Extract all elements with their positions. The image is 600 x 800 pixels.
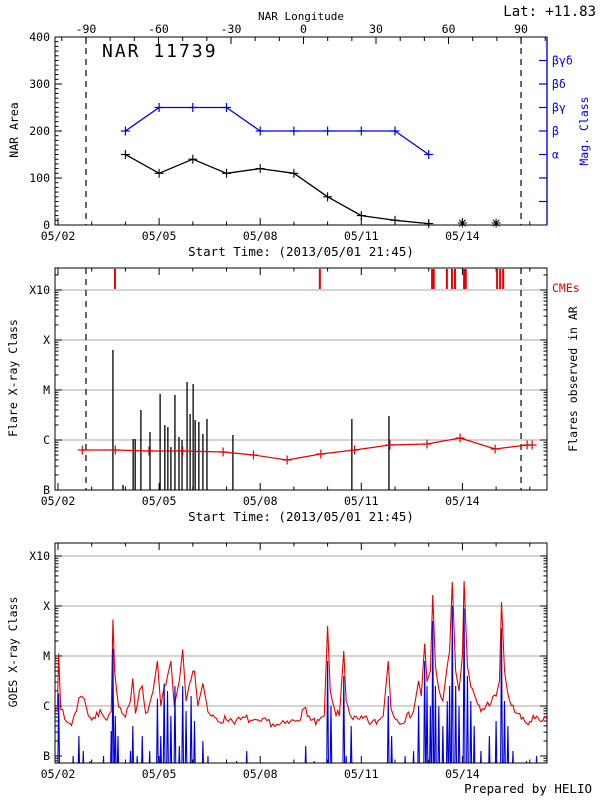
svg-text:05/02: 05/02: [41, 494, 76, 508]
svg-text:300: 300: [29, 77, 50, 91]
svg-text:05/02: 05/02: [41, 229, 76, 243]
svg-text:05/11: 05/11: [344, 767, 379, 781]
svg-text:0: 0: [300, 22, 307, 36]
svg-text:05/11: 05/11: [344, 494, 379, 508]
svg-text:B: B: [43, 749, 50, 763]
limb-crossing-lines: [85, 37, 522, 490]
svg-text:βγδ: βγδ: [552, 54, 573, 68]
svg-text:05/08: 05/08: [243, 494, 278, 508]
panel-borders: [54, 36, 548, 764]
svg-text:400: 400: [29, 30, 50, 44]
svg-text:05/14: 05/14: [445, 494, 480, 508]
svg-text:βδ: βδ: [552, 77, 566, 91]
mag-class-series: [120, 103, 434, 159]
svg-text:-90: -90: [76, 22, 97, 36]
goes-long-series: [55, 580, 547, 729]
svg-text:β: β: [552, 124, 559, 138]
svg-text:100: 100: [29, 171, 50, 185]
svg-text:M: M: [43, 383, 50, 397]
svg-text:05/14: 05/14: [445, 767, 480, 781]
svg-text:C: C: [43, 699, 50, 713]
start-time-label-middle: Start Time: (2013/05/01 21:45): [188, 509, 414, 524]
right-axis-title-flares-observed: Flares observed in AR: [566, 306, 580, 452]
svg-text:05/08: 05/08: [243, 229, 278, 243]
svg-text:05/11: 05/11: [344, 229, 379, 243]
goes-short-series: [57, 605, 538, 763]
start-time-label-top: Start Time: (2013/05/01 21:45): [188, 244, 414, 259]
y-axis-title-goes-class: GOES X-ray Class: [6, 596, 20, 708]
svg-text:05/02: 05/02: [41, 767, 76, 781]
flare-background-line: [77, 433, 537, 465]
cme-ticks: [113, 269, 505, 289]
svg-text:05/05: 05/05: [142, 229, 177, 243]
svg-text:05/05: 05/05: [142, 767, 177, 781]
svg-text:X: X: [43, 599, 50, 613]
svg-text:X: X: [43, 333, 50, 347]
panel-borders-overlay: [54, 37, 548, 764]
svg-text:M: M: [43, 649, 50, 663]
svg-text:α: α: [552, 148, 559, 162]
svg-text:05/08: 05/08: [243, 767, 278, 781]
svg-text:05/14: 05/14: [445, 229, 480, 243]
right-axis-title-mag-class: Mag. Class: [577, 96, 591, 166]
svg-text:60: 60: [442, 22, 456, 36]
nar-area-series: [120, 150, 501, 229]
svg-text:200: 200: [29, 124, 50, 138]
y-axis-title-flare-class: Flare X-ray Class: [6, 319, 20, 437]
latitude-label: Lat: +11.83: [503, 4, 596, 20]
svg-text:30: 30: [369, 22, 383, 36]
svg-text:X10: X10: [29, 283, 50, 297]
prepared-by-credit: Prepared by HELIO: [464, 781, 592, 796]
tick-labels: 05/02 05/02 05/02 05/05 05/05 05/05 05/08 05/08…: [29, 22, 573, 781]
svg-text:X10: X10: [29, 549, 50, 563]
svg-text:05/05: 05/05: [142, 494, 177, 508]
svg-text:90: 90: [514, 22, 528, 36]
flare-lines: [112, 350, 390, 490]
svg-text:0: 0: [43, 218, 50, 232]
active-region-title: NAR 11739: [102, 41, 218, 62]
cmes-label: CMEs: [552, 281, 580, 295]
svg-text:-30: -30: [221, 22, 242, 36]
svg-text:C: C: [43, 433, 50, 447]
svg-text:βγ: βγ: [552, 101, 566, 115]
axis-ticks: [55, 36, 548, 763]
svg-text:-60: -60: [148, 22, 169, 36]
svg-text:B: B: [43, 483, 50, 497]
top-axis-title: NAR Longitude: [257, 10, 345, 23]
y-axis-title-nar-area: NAR Area: [7, 102, 21, 158]
